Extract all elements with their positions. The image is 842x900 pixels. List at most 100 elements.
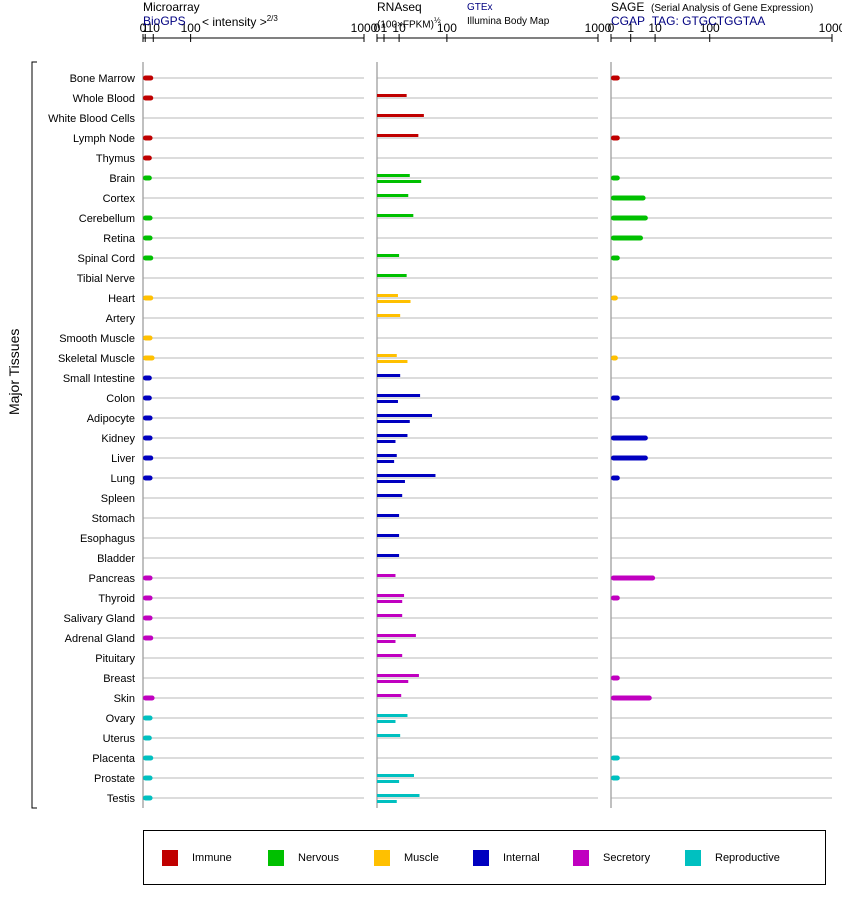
bar-microarray-4 — [143, 155, 152, 161]
category-label: Retina — [103, 233, 136, 245]
bar-rnaseq-18 — [377, 434, 408, 437]
bar-rnaseq-21 — [377, 494, 403, 497]
category-label: Colon — [106, 393, 135, 405]
bar-rnaseq-23 — [377, 534, 400, 537]
bar-rnaseq-19 — [377, 454, 397, 457]
sage-tick-label-1: 1 — [627, 21, 634, 35]
bar-rnaseq-14 — [377, 354, 397, 357]
category-label: Lymph Node — [73, 133, 135, 145]
bar-rnaseq-9 — [377, 254, 400, 257]
bar-rnaseq-28 — [377, 634, 416, 637]
bar-rnaseq-6 — [377, 194, 409, 197]
category-label: Spinal Cord — [78, 253, 135, 265]
microarray-tick-label-10: 10 — [147, 21, 161, 35]
microarray-source: BioGPS — [143, 14, 186, 28]
category-label: Cerebellum — [79, 213, 135, 225]
bar-sage-30 — [611, 675, 620, 681]
bar-rnaseq-b-36 — [377, 800, 397, 803]
legend: Immune Nervous Muscle Internal Secretory… — [143, 830, 826, 885]
bar-rnaseq-b-28 — [377, 640, 396, 643]
bar-sage-18 — [611, 435, 648, 441]
category-label: Liver — [111, 453, 135, 465]
bar-rnaseq-27 — [377, 614, 403, 617]
bar-rnaseq-b-14 — [377, 360, 408, 363]
rnaseq-tick-label-100: 100 — [437, 21, 457, 35]
bar-rnaseq-32 — [377, 714, 408, 717]
bar-rnaseq-15 — [377, 374, 401, 377]
category-label: Prostate — [94, 773, 135, 785]
bar-rnaseq-25 — [377, 574, 396, 577]
bar-microarray-1 — [143, 95, 154, 101]
bar-microarray-26 — [143, 595, 153, 601]
sage-tick-label-0: 0 — [608, 21, 615, 35]
bar-sage-19 — [611, 455, 648, 461]
bar-rnaseq-3 — [377, 134, 419, 137]
category-label: Pituitary — [95, 653, 135, 665]
category-label: Tibial Nerve — [77, 273, 135, 285]
bar-rnaseq-33 — [377, 734, 401, 737]
legend-swatch-nervous — [268, 850, 284, 866]
bar-microarray-9 — [143, 255, 154, 261]
bar-rnaseq-29 — [377, 654, 403, 657]
legend-label-nervous: Nervous — [298, 852, 339, 864]
bar-rnaseq-22 — [377, 514, 400, 517]
bar-microarray-3 — [143, 135, 153, 141]
legend-swatch-internal — [473, 850, 489, 866]
category-label: Kidney — [101, 433, 135, 445]
bar-sage-5 — [611, 175, 620, 181]
bar-rnaseq-b-17 — [377, 420, 410, 423]
bar-microarray-16 — [143, 395, 152, 401]
bar-microarray-13 — [143, 335, 153, 341]
category-label: Adrenal Gland — [65, 633, 135, 645]
category-label: Esophagus — [80, 533, 136, 545]
sage-source: CGAP TAG: GTGCTGGTAA — [611, 14, 766, 28]
category-label: Thyroid — [98, 593, 135, 605]
bar-sage-31 — [611, 695, 652, 701]
bar-rnaseq-b-19 — [377, 460, 395, 463]
legend-label-muscle: Muscle — [404, 852, 439, 864]
sage-tick-label-1000: 1000 — [819, 21, 842, 35]
bar-sage-25 — [611, 575, 656, 581]
rnaseq-tick-label-1: 1 — [381, 21, 388, 35]
bar-microarray-19 — [143, 455, 154, 461]
bar-microarray-20 — [143, 475, 153, 481]
bar-microarray-17 — [143, 415, 153, 421]
category-label: Skin — [114, 693, 135, 705]
category-label: Ovary — [106, 713, 136, 725]
bar-microarray-5 — [143, 175, 152, 181]
bar-sage-34 — [611, 755, 620, 761]
microarray-measure: < intensity >2/3 — [202, 14, 278, 29]
bar-rnaseq-2 — [377, 114, 424, 117]
sage-tick-label-100: 100 — [700, 21, 720, 35]
bar-rnaseq-b-30 — [377, 680, 409, 683]
category-label: Whole Blood — [73, 93, 135, 105]
bar-sage-11 — [611, 295, 618, 301]
bar-rnaseq-b-35 — [377, 780, 400, 783]
bar-rnaseq-1 — [377, 94, 407, 97]
category-label: Smooth Muscle — [59, 333, 135, 345]
bar-sage-26 — [611, 595, 620, 601]
category-label: Stomach — [92, 513, 135, 525]
legend-label-internal: Internal — [503, 852, 540, 864]
microarray-title: Microarray — [143, 0, 200, 14]
rnaseq-tick-label-0: 0 — [374, 21, 381, 35]
bar-microarray-31 — [143, 695, 155, 701]
category-label: Spleen — [101, 493, 135, 505]
bar-microarray-25 — [143, 575, 153, 581]
legend-label-reproductive: Reproductive — [715, 852, 780, 864]
category-label: Cortex — [103, 193, 136, 205]
category-label: Salivary Gland — [63, 613, 135, 625]
category-label: Heart — [108, 293, 135, 305]
bar-rnaseq-b-5 — [377, 180, 422, 183]
category-label: Brain — [109, 173, 135, 185]
legend-label-secretory: Secretory — [603, 852, 651, 864]
bar-sage-20 — [611, 475, 620, 481]
category-label: Testis — [107, 793, 136, 805]
bar-rnaseq-5 — [377, 174, 410, 177]
bar-rnaseq-36 — [377, 794, 420, 797]
bar-microarray-14 — [143, 355, 155, 361]
category-label: Pancreas — [89, 573, 136, 585]
bar-microarray-34 — [143, 755, 154, 761]
bar-sage-6 — [611, 195, 646, 201]
